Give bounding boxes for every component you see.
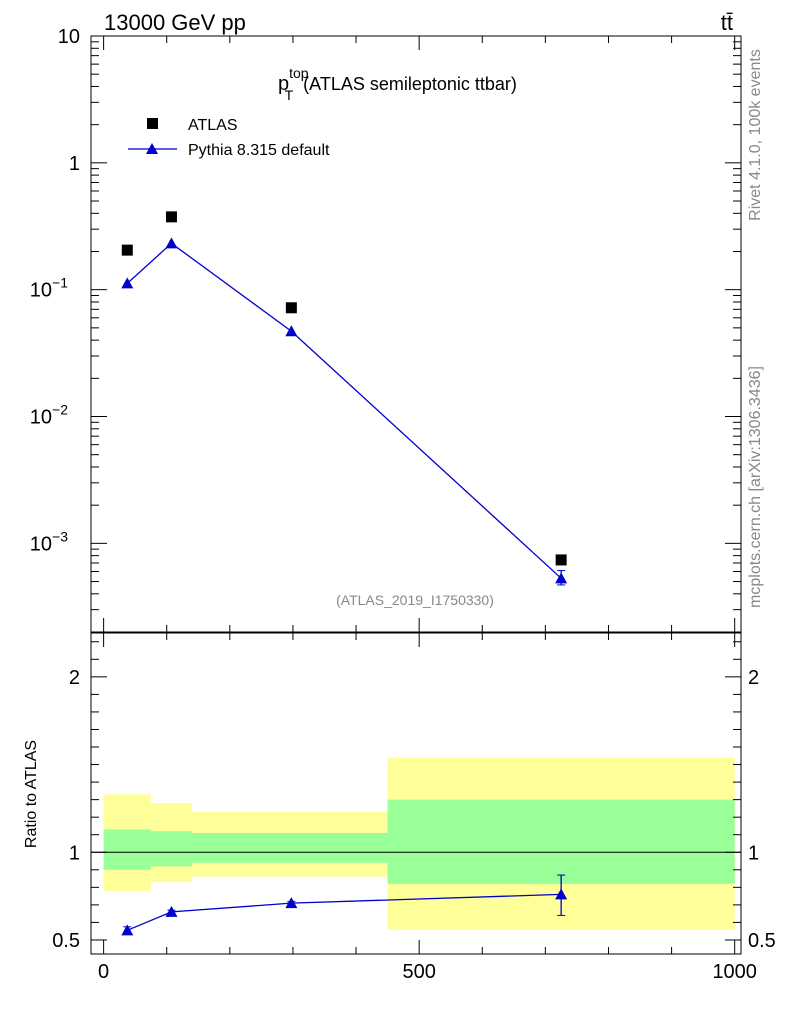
ratio-mc-point [555,888,568,900]
mcplots-label: mcplots.cern.ch [arXiv:1306.3436] [747,366,764,608]
x-tick-label: 0 [98,961,109,983]
x-tick-label: 1000 [712,961,757,983]
ratio-band-inner [191,832,388,863]
title-sup: top [289,65,309,81]
legend: ATLAS Pythia 8.315 default [128,117,330,159]
atlas-point [555,554,567,566]
ratio-y-tick-label-right: 2 [748,667,759,689]
main-data [121,211,568,586]
atlas-point [165,211,177,223]
mc-point [121,277,134,289]
legend-atlas-marker [147,118,158,129]
legend-atlas-label: ATLAS [188,117,238,134]
ratio-y-tick-label: 0.5 [52,930,80,952]
ratio-panel: 0.5 0.5 1 1 2 2 0 500 1000 Ratio to ATLAS [23,632,776,983]
mc-point [285,325,298,337]
ratio-y-tick-label: 2 [69,667,80,689]
main-y-ticks: 10 1 10−1 10−2 10−3 [30,26,741,633]
y-tick-label: 10 [58,26,80,48]
ratio-y-tick-label-right: 0.5 [748,930,776,952]
ratio-band-inner [387,799,735,884]
main-frame [90,35,742,633]
mc-point [555,572,568,584]
ratio-band-inner [103,829,151,870]
ratio-y-tick-label: 1 [69,842,80,864]
ratio-frame [90,632,742,955]
y-tick-label: 10−2 [30,402,68,429]
energy-label: 13000 GeV pp [104,10,246,35]
ratio-mc-point [121,924,134,936]
legend-mc-marker [146,143,158,154]
analysis-id: (ATLAS_2019_I1750330) [336,592,494,608]
main-panel: 10 1 10−1 10−2 10−3 ptop T (ATLAS semileptonic… [30,26,742,633]
ratio-bands [91,757,741,930]
legend-mc-label: Pythia 8.315 default [188,142,330,159]
ratio-band-inner [150,831,192,867]
ratio-data [121,874,568,936]
ratio-y-label: Ratio to ATLAS [23,740,40,848]
mc-line [126,242,562,579]
ratio-mc-point [165,905,178,917]
process-label: tt̄ [721,10,733,35]
ratio-mc-line [127,893,562,931]
atlas-point [285,302,297,314]
title-base: p [278,73,289,95]
rivet-version-label: Rivet 4.1.0, 100k events [747,49,764,221]
y-tick-label: 1 [69,153,80,175]
title-sub: T [285,87,294,103]
y-tick-label: 10−3 [30,528,68,555]
ratio-ticks: 0.5 0.5 1 1 2 2 0 500 1000 [52,633,776,983]
title-rest: (ATLAS semileptonic ttbar) [303,74,517,94]
y-tick-label: 10−1 [30,275,68,302]
plot-title: ptop T (ATLAS semileptonic ttbar) [278,65,517,103]
mc-point [165,237,178,249]
ratio-mc-point [285,897,298,909]
x-tick-label: 500 [402,961,435,983]
atlas-point [121,244,133,256]
ratio-y-tick-label-right: 1 [748,842,759,864]
